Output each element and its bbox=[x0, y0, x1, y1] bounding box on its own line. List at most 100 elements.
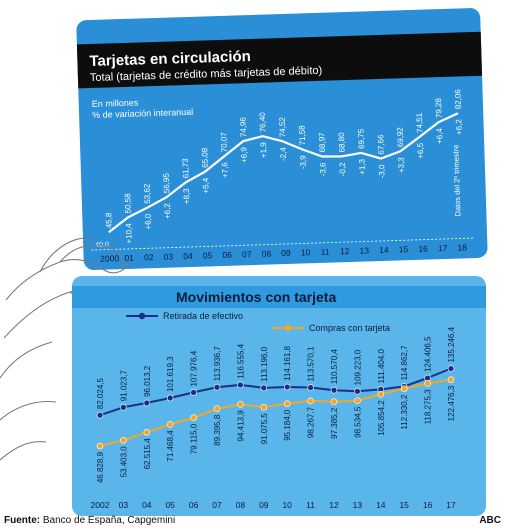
top-chart-title: Tarjetas en circulación bbox=[89, 48, 251, 70]
millions-value-label: 71,58 bbox=[298, 125, 308, 146]
millions-value-label: 70,07 bbox=[219, 132, 229, 153]
withdrawal-point bbox=[260, 384, 268, 392]
top-legend-variation: % de variación interanual bbox=[92, 107, 193, 120]
withdrawal-point bbox=[354, 388, 361, 395]
purchases-point bbox=[237, 401, 244, 408]
variation-value-label: -3,0 bbox=[377, 164, 386, 179]
variation-value-label: +5,4 bbox=[201, 177, 211, 194]
bottom-x-tick-label: 16 bbox=[423, 500, 433, 510]
variation-value-label: -2,4 bbox=[279, 147, 288, 162]
purchases-value-label: 97.385,2 bbox=[330, 407, 339, 439]
purchases-series-line bbox=[99, 378, 452, 447]
top-legend-millions: En millones bbox=[92, 98, 139, 109]
legend-label-purchases: Compras con tarjeta bbox=[309, 323, 390, 333]
withdrawal-value-label: 96.013,2 bbox=[143, 365, 152, 397]
purchases-value-label: 79.115,0 bbox=[190, 423, 199, 454]
purchases-value-label: 94.413,9 bbox=[236, 410, 245, 442]
purchases-point bbox=[96, 442, 104, 450]
top-x-tick-label: 05 bbox=[203, 250, 213, 260]
millions-value-label: 45,8 bbox=[104, 212, 114, 228]
top-note: Datos del 2º trimestre bbox=[451, 144, 462, 216]
purchases-point bbox=[143, 428, 151, 436]
top-x-tick-label: 08 bbox=[261, 248, 271, 258]
withdrawal-value-label: 82.024,5 bbox=[96, 377, 105, 409]
source-text: Banco de España, Capgemini bbox=[40, 515, 176, 526]
withdrawal-point bbox=[283, 383, 291, 391]
millions-value-label: 67,66 bbox=[376, 134, 386, 155]
bottom-x-tick-label: 03 bbox=[119, 500, 129, 510]
bottom-chart-title: Movimientos con tarjeta bbox=[176, 289, 336, 305]
top-x-tick-label: 10 bbox=[301, 247, 311, 257]
withdrawal-point bbox=[166, 394, 174, 402]
top-x-tick-label: 06 bbox=[222, 250, 232, 260]
withdrawal-value-label: 107.976,4 bbox=[190, 350, 199, 386]
top-card: Tarjetas en circulación Total (tarjetas … bbox=[76, 8, 488, 271]
footer-source: Fuente: Banco de España, Capgemini bbox=[4, 515, 175, 526]
withdrawal-value-label: 113.936,7 bbox=[213, 346, 222, 382]
millions-value-label: 56,95 bbox=[162, 172, 172, 193]
top-x-tick-label: 01 bbox=[124, 253, 134, 263]
bottom-plot: 82.024,5 91.023,7 96.013,2 101.619,3 107.976… bbox=[91, 326, 456, 510]
top-x-tick-label: 12 bbox=[340, 246, 350, 256]
millions-value-label: 65,08 bbox=[200, 147, 210, 168]
withdrawal-value-label: 101.619,3 bbox=[166, 356, 175, 392]
purchases-point bbox=[260, 403, 268, 411]
millions-value-label: 82,06 bbox=[453, 89, 463, 110]
millions-value-label: 79,28 bbox=[434, 97, 444, 118]
variation-value-label: -3,9 bbox=[298, 155, 307, 170]
bottom-x-tick-label: 10 bbox=[282, 500, 292, 510]
top-x-tick-label: 07 bbox=[242, 249, 252, 259]
millions-value-label: 69,92 bbox=[396, 127, 406, 148]
purchases-point bbox=[213, 405, 221, 413]
footer-credit: ABC bbox=[479, 515, 501, 526]
variation-value-label: +1,9 bbox=[259, 142, 269, 159]
withdrawal-point bbox=[330, 386, 338, 394]
variation-value-label: -3,6 bbox=[318, 162, 327, 177]
purchases-value-label: 105.854,2 bbox=[377, 400, 386, 436]
top-x-tick-label: 16 bbox=[418, 243, 428, 253]
variation-value-label: +6,4 bbox=[435, 127, 445, 144]
purchases-value-label: 112.330,2 bbox=[400, 394, 409, 430]
variation-value-label: -0,2 bbox=[338, 162, 347, 177]
withdrawal-point bbox=[237, 381, 244, 389]
millions-value-label: 53,62 bbox=[142, 183, 152, 204]
purchases-value-label: 53.403,0 bbox=[119, 446, 128, 478]
purchases-point bbox=[377, 390, 385, 398]
top-x-tick-label: 2000 bbox=[100, 253, 119, 264]
withdrawal-value-label: 110.570,4 bbox=[330, 349, 339, 385]
purchases-point bbox=[330, 398, 338, 406]
millions-value-label: 50,58 bbox=[123, 193, 133, 214]
variation-value-label: +1,3 bbox=[357, 158, 367, 175]
millions-value-label: 68,97 bbox=[317, 132, 327, 153]
withdrawal-point bbox=[120, 403, 127, 411]
withdrawal-value-label: 113.570,1 bbox=[307, 346, 316, 382]
withdrawal-value-label: 109.223,0 bbox=[353, 349, 362, 385]
purchases-value-label: 95.184,0 bbox=[283, 409, 292, 441]
variation-value-label: +10,4 bbox=[124, 223, 134, 244]
purchases-value-label: 98.267,7 bbox=[307, 406, 316, 438]
millions-value-label: 61,73 bbox=[181, 158, 191, 179]
withdrawal-value-label: 113.196,0 bbox=[260, 346, 269, 382]
withdrawal-value-label: 124.406,5 bbox=[424, 336, 433, 372]
legend-marker-purchases bbox=[284, 324, 292, 332]
millions-value-label: 74,52 bbox=[278, 117, 288, 138]
legend-label-withdrawal: Retirada de efectivo bbox=[163, 311, 243, 321]
purchases-value-label: 122.476,3 bbox=[447, 385, 456, 421]
bottom-x-tick-label: 04 bbox=[142, 500, 152, 510]
millions-value-label: 68,80 bbox=[337, 132, 347, 153]
source-label: Fuente: bbox=[4, 515, 41, 526]
millions-value-label: 74,96 bbox=[238, 116, 248, 137]
withdrawal-value-label: 111.404,0 bbox=[377, 348, 386, 383]
bottom-x-tick-label: 09 bbox=[259, 500, 269, 510]
purchases-value-label: 91.075,5 bbox=[260, 413, 269, 445]
purchases-point bbox=[307, 397, 314, 405]
variation-value-label: +6,5 bbox=[416, 142, 426, 159]
withdrawal-series-line bbox=[99, 367, 452, 417]
bottom-x-tick-label: 13 bbox=[353, 500, 363, 510]
bottom-x-tick-label: 05 bbox=[165, 500, 175, 510]
top-x-tick-label: 18 bbox=[457, 242, 467, 252]
bottom-x-tick-label: 08 bbox=[236, 500, 246, 510]
top-x-tick-label: 14 bbox=[379, 245, 389, 255]
variation-value-label: +6,9 bbox=[239, 146, 249, 163]
